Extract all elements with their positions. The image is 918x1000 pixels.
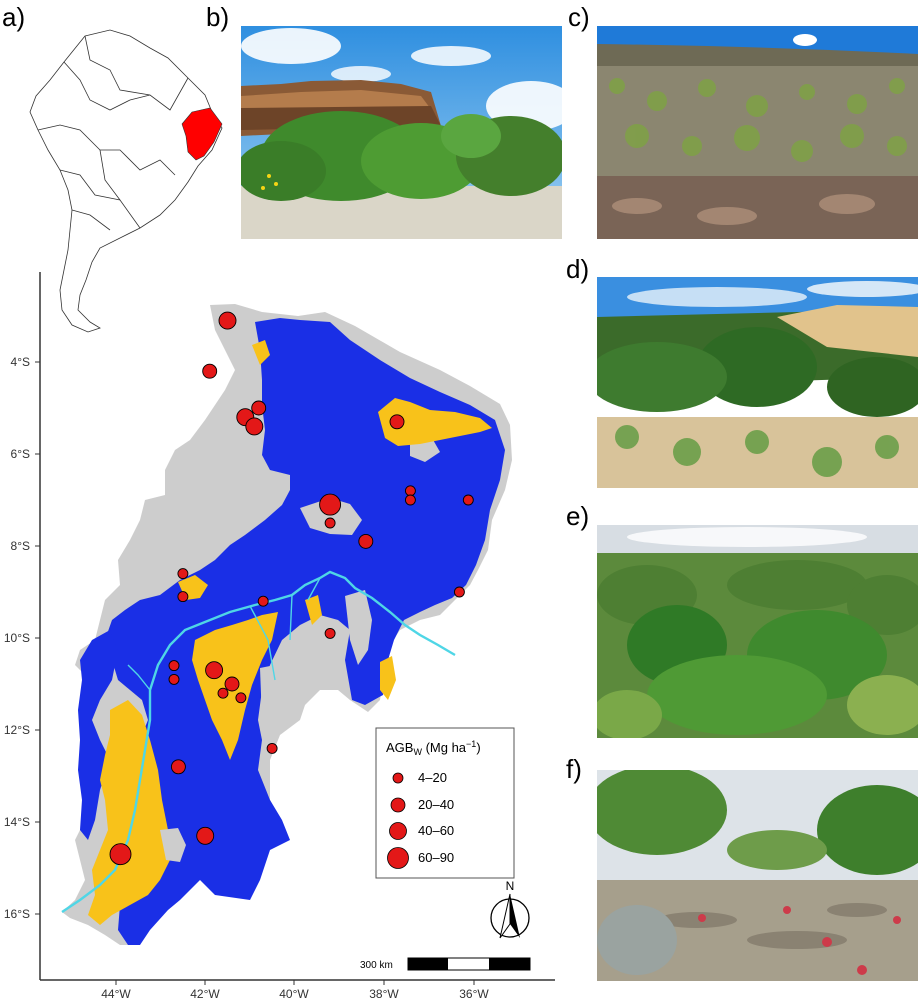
sample-site-point [109,843,132,866]
sample-site-point [177,568,189,580]
sample-site-point [168,673,180,685]
legend-symbol-60-90 [387,847,409,869]
panel-label-b: b) [206,2,230,32]
legend-symbol-20-40 [390,797,406,813]
sao-francisco-river [61,570,456,913]
y-tick-label: 6°S [11,447,30,461]
sample-site-point [218,311,237,330]
river-tributary [127,577,321,691]
sample-site-point [177,591,189,603]
sample-site-point [266,742,278,754]
legend-item-label: 20–40 [418,797,454,812]
sample-site-point [217,687,229,699]
scale-bar: 300 km [360,957,531,971]
region-dense-west [78,630,118,840]
y-tick-label: 16°S [4,907,30,921]
legend-item-label: 60–90 [418,850,454,865]
y-tick-label: 10°S [4,631,30,645]
sample-site-point [462,494,474,506]
x-tick-label: 40°W [279,987,309,1000]
caatinga-highlight-inset [181,107,223,161]
legend-item-label: 40–60 [418,823,454,838]
sample-site-point [404,485,416,497]
sample-site-point [251,400,267,416]
photo-c [597,26,918,239]
sample-site-point [324,627,336,639]
x-tick-label: 44°W [101,987,131,1000]
north-arrow-label: N [506,879,515,893]
sample-site-point [453,586,465,598]
sample-site-point [205,661,224,680]
sample-site-point [324,517,336,529]
sample-site-point [319,493,342,516]
x-axis-labels: 44°W 42°W 40°W 38°W 36°W [101,980,489,1000]
sample-site-point [202,363,218,379]
sample-site-point [257,595,269,607]
sample-site-point [245,417,264,436]
legend: AGBW (Mg ha−1) 4–20 20–40 40–60 60–90 [375,727,515,879]
x-tick-label: 36°W [459,987,489,1000]
photo-d [597,277,918,488]
x-tick-label: 38°W [369,987,399,1000]
sites-layer [109,311,474,866]
sample-site-point [170,759,186,775]
panel-label-c: c) [568,2,590,32]
south-america-inset [29,29,223,333]
legend-symbol-4-20 [392,772,404,784]
panel-label-e: e) [566,501,590,531]
north-arrow-icon: N [490,879,530,939]
photo-b [241,26,562,239]
y-tick-label: 14°S [4,815,30,829]
photo-e [597,525,918,738]
photo-f [597,770,918,981]
scale-bar-label: 300 km [360,960,393,971]
south-america-outline [29,29,223,333]
legend-symbol-40-60 [389,822,407,840]
sample-site-point [389,414,405,430]
sample-site-point [235,692,247,704]
region-other-interior [260,438,440,730]
sample-site-point [404,494,416,506]
x-tick-label: 42°W [190,987,220,1000]
sample-site-point [224,676,240,692]
panel-label-d: d) [566,254,590,284]
y-tick-label: 4°S [11,355,30,369]
region-other-south [160,828,186,862]
y-axis-labels: 4°S 6°S 8°S 10°S 12°S 14°S 16°S [4,355,40,921]
sample-site-point [358,533,374,549]
panel-label-a: a) [2,2,26,32]
panel-label-f: f) [566,754,582,784]
y-tick-label: 8°S [11,539,30,553]
sample-site-point [196,826,215,845]
region-dense [105,318,505,945]
y-tick-label: 12°S [4,723,30,737]
sample-site-point [168,660,180,672]
legend-title: AGBW (Mg ha−1) [386,739,481,757]
legend-item-label: 4–20 [418,770,447,785]
